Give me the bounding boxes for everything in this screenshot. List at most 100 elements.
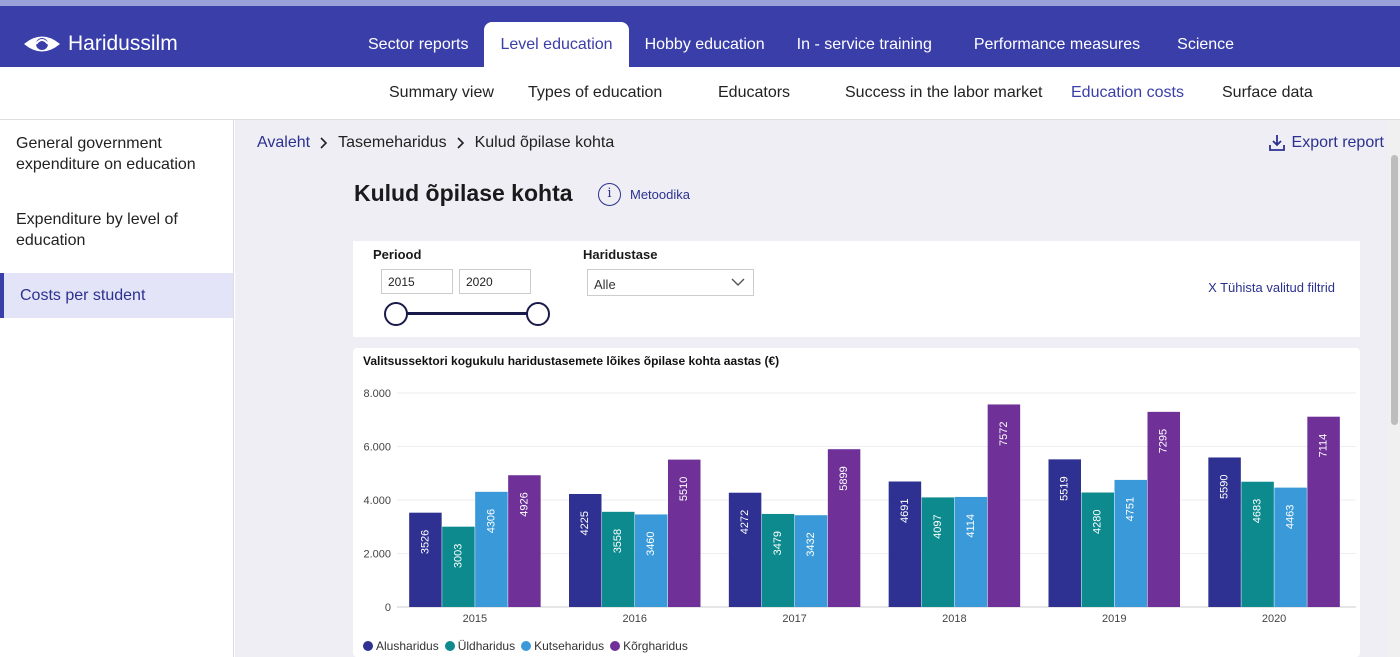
bar[interactable] bbox=[1048, 459, 1082, 607]
download-icon bbox=[1268, 135, 1285, 151]
bar[interactable] bbox=[1081, 492, 1115, 607]
breadcrumb-home[interactable]: Avaleht bbox=[257, 134, 311, 151]
main-content: Avaleht Tasemeharidus Kulud õpilase koht… bbox=[235, 120, 1400, 657]
tab-performance-measures[interactable]: Performance measures bbox=[973, 36, 1141, 53]
sidebar-item-general-expenditure[interactable]: General government expenditure on educat… bbox=[16, 135, 196, 173]
bar[interactable] bbox=[668, 459, 701, 607]
bar[interactable] bbox=[442, 526, 475, 607]
legend-label: Kutseharidus bbox=[534, 639, 605, 653]
subnav-education-costs[interactable]: Education costs bbox=[1071, 84, 1184, 101]
bar[interactable] bbox=[569, 493, 602, 607]
top-tabs: Sector reports Level education Hobby edu… bbox=[352, 22, 1250, 67]
x-tick-label: 2018 bbox=[942, 613, 966, 625]
tab-sector-reports[interactable]: Sector reports bbox=[368, 36, 469, 53]
legend-item[interactable]: Kõrgharidus bbox=[610, 639, 688, 653]
data-label: 4280 bbox=[1092, 510, 1104, 534]
tab-science[interactable]: Science bbox=[1177, 36, 1235, 53]
sidebar: General government expenditure on educat… bbox=[0, 120, 234, 657]
chevron-right-icon bbox=[320, 137, 328, 149]
period-slider-track[interactable] bbox=[393, 312, 538, 315]
export-report-button[interactable]: Export report bbox=[1268, 134, 1384, 152]
bar[interactable] bbox=[508, 475, 541, 607]
y-tick-label: 2.000 bbox=[363, 549, 391, 561]
sidebar-item-expenditure-by-level[interactable]: Expenditure by level of education bbox=[16, 211, 178, 249]
bar[interactable] bbox=[409, 512, 442, 607]
filter-panel: Periood Haridustase Alle X Tühista valit… bbox=[353, 241, 1360, 337]
scrollbar[interactable] bbox=[1389, 120, 1400, 657]
subnav-surface-data[interactable]: Surface data bbox=[1222, 84, 1313, 101]
x-tick-label: 2019 bbox=[1102, 613, 1126, 625]
data-label: 7114 bbox=[1317, 434, 1329, 458]
legend-item[interactable]: Alusharidus bbox=[363, 639, 439, 653]
sidebar-item-costs-per-student[interactable]: Costs per student bbox=[0, 273, 233, 318]
bar[interactable] bbox=[1241, 481, 1274, 607]
eye-logo-icon bbox=[24, 36, 60, 52]
sub-nav: Summary view Types of education Educator… bbox=[0, 67, 1400, 120]
legend-label: Alusharidus bbox=[376, 639, 439, 653]
clear-filters-button[interactable]: X Tühista valitud filtrid bbox=[1208, 280, 1335, 295]
methodology-link[interactable]: i Metoodika bbox=[598, 183, 690, 206]
bar[interactable] bbox=[1274, 487, 1307, 607]
data-label: 3479 bbox=[772, 531, 784, 555]
bar[interactable] bbox=[1114, 479, 1148, 607]
data-label: 4926 bbox=[518, 492, 530, 516]
breadcrumb-current: Kulud õpilase kohta bbox=[474, 134, 615, 151]
logo[interactable]: Haridussilm bbox=[22, 32, 178, 56]
tab-level-education[interactable]: Level education bbox=[484, 22, 629, 67]
period-slider-start-handle[interactable] bbox=[384, 302, 408, 326]
period-to-input[interactable] bbox=[459, 269, 531, 294]
bar[interactable] bbox=[987, 404, 1021, 607]
bar[interactable] bbox=[602, 511, 635, 607]
subnav-labor-market[interactable]: Success in the labor market bbox=[845, 84, 1043, 101]
bar[interactable] bbox=[1208, 457, 1241, 607]
breadcrumb: Avaleht Tasemeharidus Kulud õpilase koht… bbox=[257, 134, 614, 152]
export-report-label: Export report bbox=[1291, 134, 1384, 151]
period-from-input[interactable] bbox=[381, 269, 453, 294]
legend-item[interactable]: Üldharidus bbox=[444, 639, 515, 653]
data-label: 4097 bbox=[932, 514, 944, 538]
data-label: 4225 bbox=[579, 511, 591, 535]
data-label: 4306 bbox=[485, 509, 497, 533]
data-label: 3003 bbox=[452, 544, 464, 568]
level-select[interactable]: Alle bbox=[587, 269, 754, 296]
x-tick-label: 2016 bbox=[623, 613, 647, 625]
tab-in-service-training[interactable]: In - service training bbox=[796, 36, 932, 53]
bar[interactable] bbox=[921, 497, 955, 607]
bar[interactable] bbox=[794, 515, 828, 607]
subnav-educators[interactable]: Educators bbox=[718, 84, 791, 101]
data-label: 3558 bbox=[612, 529, 624, 553]
y-tick-label: 0 bbox=[385, 602, 391, 614]
legend-dot-icon bbox=[521, 641, 532, 651]
data-label: 3460 bbox=[645, 531, 657, 555]
y-tick-label: 4.000 bbox=[363, 495, 391, 507]
level-label: Haridustase bbox=[583, 247, 658, 262]
bar[interactable] bbox=[888, 481, 922, 607]
legend-item[interactable]: Kutseharidus bbox=[521, 639, 604, 653]
legend-label: Kõrgharidus bbox=[623, 639, 688, 653]
data-label: 3526 bbox=[419, 530, 431, 554]
legend-dot-icon bbox=[444, 641, 455, 651]
bar[interactable] bbox=[954, 496, 988, 607]
x-tick-label: 2020 bbox=[1262, 613, 1286, 625]
bar[interactable] bbox=[827, 449, 861, 607]
tab-hobby-education[interactable]: Hobby education bbox=[644, 36, 765, 53]
bar[interactable] bbox=[1147, 411, 1181, 607]
data-label: 5899 bbox=[838, 466, 850, 490]
period-slider-end-handle[interactable] bbox=[526, 302, 550, 326]
breadcrumb-level[interactable]: Tasemeharidus bbox=[338, 134, 447, 151]
chevron-down-icon bbox=[731, 278, 745, 286]
scrollbar-thumb[interactable] bbox=[1391, 155, 1398, 425]
data-label: 5590 bbox=[1218, 474, 1230, 498]
bar[interactable] bbox=[1307, 416, 1340, 607]
bar[interactable] bbox=[475, 491, 508, 607]
bar[interactable] bbox=[728, 492, 762, 607]
bar[interactable] bbox=[761, 513, 795, 607]
bar[interactable] bbox=[635, 514, 668, 607]
data-label: 7572 bbox=[998, 421, 1010, 445]
data-label: 4751 bbox=[1125, 497, 1137, 521]
subnav-types-of-education[interactable]: Types of education bbox=[528, 84, 663, 101]
subnav-summary-view[interactable]: Summary view bbox=[389, 84, 494, 101]
legend-dot-icon bbox=[610, 641, 621, 651]
app-name: Haridussilm bbox=[68, 32, 178, 55]
y-tick-label: 8.000 bbox=[363, 388, 391, 400]
